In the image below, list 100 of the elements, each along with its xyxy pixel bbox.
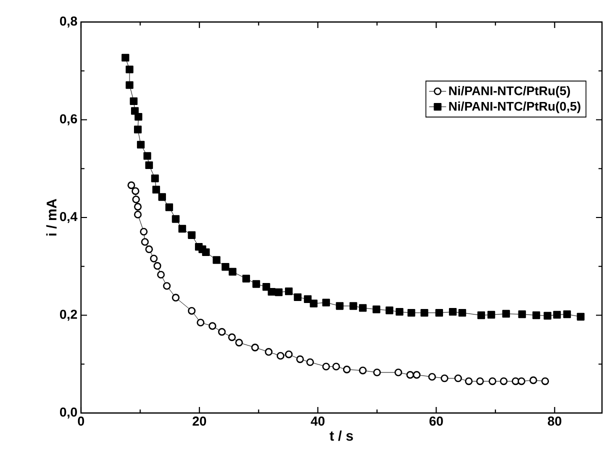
point [165, 203, 174, 212]
point [284, 350, 293, 358]
point [358, 304, 367, 312]
point [406, 371, 414, 379]
x-tick-label: 0 [78, 416, 84, 426]
point [563, 310, 571, 318]
point [222, 263, 230, 271]
point [276, 352, 284, 360]
point [294, 293, 302, 302]
point [145, 161, 153, 170]
point [188, 307, 196, 315]
point [212, 256, 220, 264]
point [284, 287, 293, 296]
point [435, 308, 444, 317]
point [208, 322, 216, 330]
point [150, 254, 158, 262]
point [154, 262, 162, 270]
point [458, 308, 466, 317]
y-tick-label: 0,6 [60, 114, 78, 126]
point [136, 140, 145, 149]
point [152, 186, 160, 194]
point [428, 372, 436, 381]
point [140, 228, 148, 236]
x-tick-label: 40 [310, 416, 324, 426]
point [132, 196, 140, 204]
point [202, 248, 210, 256]
point [235, 338, 243, 346]
y-tick-label: 0,4 [60, 212, 78, 224]
point [228, 268, 236, 276]
point [132, 187, 140, 195]
point [532, 311, 540, 320]
point [576, 312, 585, 321]
point [464, 377, 473, 386]
point [178, 224, 186, 233]
point [264, 348, 273, 356]
point [386, 306, 394, 314]
x-axis-title: t / s [330, 430, 353, 441]
point [306, 358, 314, 366]
point [322, 298, 330, 306]
point [268, 288, 276, 296]
y-axis-title: i / mA [46, 198, 57, 236]
point [394, 368, 402, 376]
point [349, 302, 358, 310]
point [448, 308, 457, 316]
point [172, 215, 180, 223]
point [130, 97, 138, 106]
y-tick-label: 0,8 [60, 16, 78, 28]
legend-label: Ni/PANI-NTC/PtRu(0,5) [449, 102, 580, 114]
y-tick-label: 0,0 [60, 407, 77, 419]
point [134, 210, 142, 218]
x-tick-label: 60 [429, 416, 443, 426]
point [151, 174, 159, 182]
point [143, 152, 152, 160]
point [122, 54, 130, 62]
point [440, 374, 448, 382]
point [487, 310, 496, 319]
point [134, 112, 142, 121]
point [141, 238, 149, 246]
point [373, 368, 381, 376]
y-tick-label: 0,2 [60, 310, 77, 321]
point [477, 311, 486, 320]
point [476, 377, 484, 386]
x-tick-label: 20 [192, 416, 206, 426]
point [158, 193, 166, 201]
point [126, 66, 134, 74]
point [252, 280, 260, 288]
point [529, 376, 538, 384]
point [553, 310, 561, 319]
point [342, 366, 351, 374]
point [157, 270, 165, 279]
point [408, 308, 416, 317]
point [332, 362, 340, 370]
point [163, 282, 171, 290]
point [372, 306, 380, 314]
point [218, 328, 226, 336]
point [262, 283, 270, 291]
point [228, 333, 236, 342]
point [296, 355, 304, 364]
x-tick-label: 80 [548, 416, 562, 426]
point [500, 377, 508, 386]
point [251, 344, 259, 352]
legend-label: Ni/PANI-NTC/PtRu(5) [449, 86, 570, 98]
point [541, 377, 550, 386]
point [134, 202, 142, 211]
point [454, 374, 462, 382]
point [127, 181, 136, 190]
point [518, 310, 526, 318]
point [131, 107, 139, 115]
point [412, 371, 421, 379]
point [488, 377, 496, 386]
point [544, 312, 552, 320]
point [242, 274, 250, 282]
point [274, 288, 283, 296]
point [502, 310, 510, 318]
point [518, 377, 526, 386]
point [322, 362, 330, 370]
point [420, 308, 428, 317]
point [358, 366, 367, 374]
point [336, 302, 344, 310]
point [396, 308, 404, 316]
